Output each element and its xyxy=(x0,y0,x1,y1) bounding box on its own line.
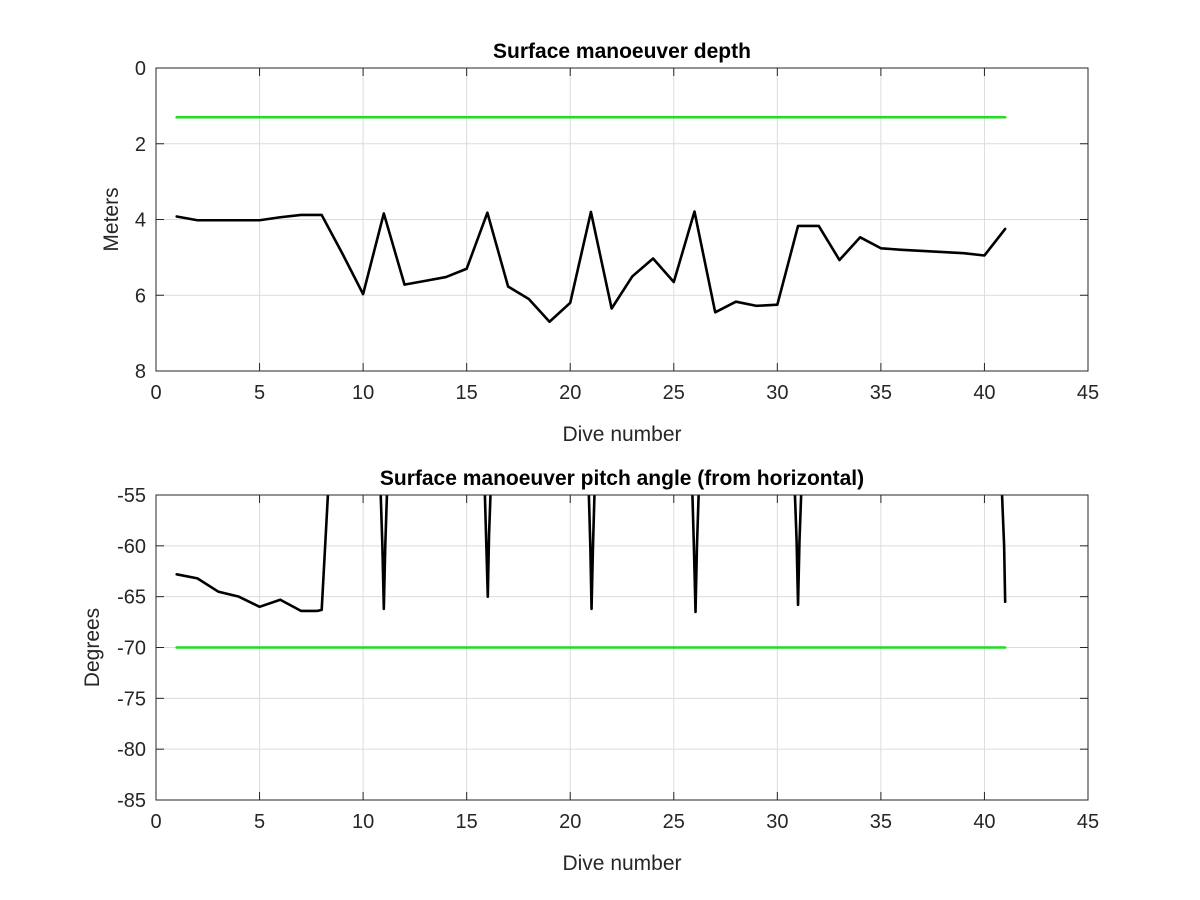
chart-title: Surface manoeuver pitch angle (from hori… xyxy=(380,467,864,490)
data-series-line xyxy=(793,495,803,607)
data-series-line xyxy=(587,495,596,611)
data-series-line xyxy=(379,495,389,611)
x-tick-label: 45 xyxy=(1077,382,1099,404)
x-tick-label: 5 xyxy=(254,382,265,404)
y-tick-label: 6 xyxy=(135,285,146,307)
y-tick-label: 2 xyxy=(135,134,146,156)
x-tick-label: 30 xyxy=(766,382,788,404)
x-axis-label: Dive number xyxy=(562,852,681,875)
x-tick-label: 15 xyxy=(456,811,478,833)
x-tick-label: 25 xyxy=(663,382,685,404)
data-series-line xyxy=(691,495,700,614)
data-series-line xyxy=(1000,495,1007,604)
y-tick-label: 0 xyxy=(135,58,146,80)
y-tick-label: -55 xyxy=(117,485,146,507)
y-tick-label: -60 xyxy=(117,536,146,558)
y-tick-label: -85 xyxy=(117,790,146,812)
series-group xyxy=(175,115,1007,324)
y-tick-label: 8 xyxy=(135,361,146,383)
x-tick-label: 0 xyxy=(150,811,161,833)
x-tick-label: 25 xyxy=(663,811,685,833)
chart-title: Surface manoeuver depth xyxy=(493,40,751,63)
series-group xyxy=(175,495,1007,649)
y-tick-label: -65 xyxy=(117,587,146,609)
y-tick-label: -80 xyxy=(117,739,146,761)
x-tick-label: 40 xyxy=(973,811,995,833)
y-tick-label: -75 xyxy=(117,688,146,710)
x-tick-label: 20 xyxy=(559,382,581,404)
y-tick-label: 4 xyxy=(135,210,146,232)
x-tick-label: 35 xyxy=(870,811,892,833)
y-axis-label: Degrees xyxy=(81,608,104,687)
data-series-line xyxy=(483,495,492,598)
x-axis-label: Dive number xyxy=(562,423,681,446)
x-tick-label: 30 xyxy=(766,811,788,833)
x-tick-label: 15 xyxy=(456,382,478,404)
data-series-line xyxy=(175,210,1007,324)
x-tick-label: 0 xyxy=(150,382,161,404)
data-series-line xyxy=(175,495,330,613)
x-tick-label: 10 xyxy=(352,382,374,404)
y-tick-label: -70 xyxy=(117,638,146,660)
x-tick-label: 45 xyxy=(1077,811,1099,833)
x-tick-label: 35 xyxy=(870,382,892,404)
depth-chart: 0 5 10 15 20 25 30 35 40 45 0 2 4 6 8 Surface manoeuver… xyxy=(100,40,1099,446)
x-tick-label: 5 xyxy=(254,811,265,833)
x-tick-label: 20 xyxy=(559,811,581,833)
y-axis-label: Meters xyxy=(100,187,123,251)
x-tick-label: 40 xyxy=(973,382,995,404)
x-tick-label: 10 xyxy=(352,811,374,833)
pitch-chart: 0 5 10 15 20 25 30 35 40 45 -55 -60 -65 -70 -75 -80 -85 S… xyxy=(81,467,1099,875)
